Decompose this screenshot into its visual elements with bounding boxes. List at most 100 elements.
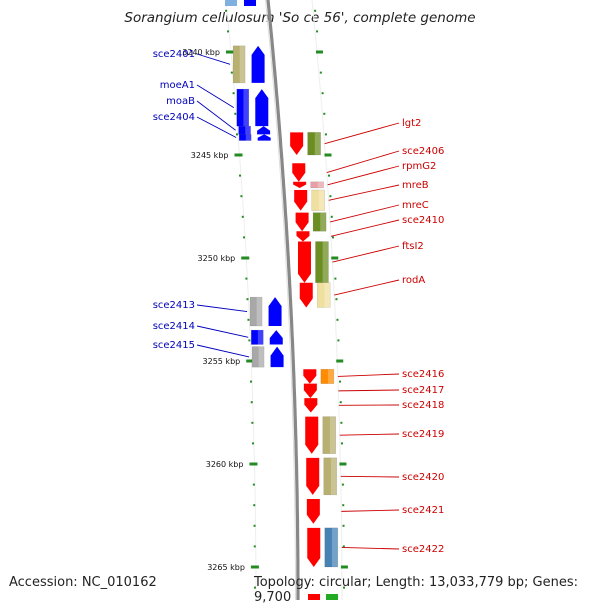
minor-tick	[314, 10, 316, 12]
gene-arrow-mreC[interactable]	[296, 213, 309, 232]
cog-box-rodA[interactable]	[317, 283, 330, 308]
gene-arrow-sce2419[interactable]	[305, 417, 318, 454]
leader-line	[342, 547, 399, 549]
cog-box-mreB[interactable]	[312, 190, 325, 211]
minor-tick	[243, 236, 245, 238]
gene-label-sce2418[interactable]: sce2418	[402, 400, 444, 411]
accession-text: Accession: NC_010162	[9, 575, 157, 590]
minor-tick	[240, 195, 242, 197]
minor-tick	[253, 484, 255, 486]
minor-tick	[322, 92, 324, 94]
cog-box-sce2401[interactable]	[233, 46, 245, 83]
major-tick	[316, 51, 323, 54]
leader-line	[341, 476, 399, 477]
cog-box-sce2413[interactable]	[250, 297, 262, 326]
cog-box-sce2416[interactable]	[321, 369, 334, 383]
gene-arrow-lgt2[interactable]	[290, 132, 303, 155]
minor-tick	[248, 339, 250, 341]
minor-tick	[332, 236, 334, 238]
major-tick	[226, 51, 234, 54]
minor-tick	[342, 484, 344, 486]
cog-box-sce2420[interactable]	[324, 458, 337, 495]
minor-tick	[334, 278, 336, 280]
leader-line	[329, 185, 399, 200]
gene-label-sce2406[interactable]: sce2406	[402, 146, 444, 157]
minor-tick	[251, 422, 253, 424]
major-tick	[324, 154, 331, 157]
major-tick	[249, 463, 257, 466]
gene-arrow-sce2418[interactable]	[304, 398, 317, 412]
gene-label-rpmG2[interactable]: rpmG2	[402, 161, 436, 172]
major-tick	[339, 463, 346, 466]
gene-label-sce2416[interactable]: sce2416	[402, 369, 444, 380]
gene-label-sce2421[interactable]: sce2421	[402, 505, 444, 516]
minor-tick	[323, 113, 325, 115]
gene-label-sce2420[interactable]: sce2420	[402, 472, 444, 483]
minor-tick	[250, 381, 252, 383]
gene-label-ftsI2[interactable]: ftsI2	[402, 241, 424, 252]
gene-arrow-sce2404[interactable]	[258, 134, 271, 140]
gene-label-mreB[interactable]: mreB	[402, 180, 429, 191]
cog-box-sce2419[interactable]	[323, 417, 336, 454]
cog-box-sce2422[interactable]	[325, 528, 338, 567]
gene-label-mreC[interactable]: mreC	[402, 200, 429, 211]
topology-text: Topology: circular; Length: 13,033,779 b…	[254, 575, 600, 605]
gene-arrow-ftsI2[interactable]	[298, 242, 311, 283]
cog-box-lgt2[interactable]	[308, 132, 321, 155]
minor-tick	[325, 133, 327, 135]
gene-label-sce2419[interactable]: sce2419	[402, 429, 444, 440]
gene-label-sce2401[interactable]: sce2401	[153, 49, 195, 60]
gene-label-lgt2[interactable]: lgt2	[402, 118, 421, 129]
gene-arrow-sce2401[interactable]	[252, 46, 265, 83]
gene-label-sce2417[interactable]: sce2417	[402, 385, 444, 396]
cog-box-moaB[interactable]	[239, 126, 251, 134]
gene-arrow-rodA[interactable]	[300, 283, 313, 308]
gene-arrow-sce2417[interactable]	[304, 384, 317, 398]
cog-box-sce2414[interactable]	[251, 330, 263, 344]
cog-box-sce2415[interactable]	[252, 347, 264, 368]
minor-tick	[239, 175, 241, 177]
cog-box-ftsI2[interactable]	[315, 242, 328, 283]
gene-arrow-sce2416[interactable]	[303, 369, 316, 383]
gene-arrow-rpmG2[interactable]	[293, 182, 306, 188]
minor-tick	[246, 298, 248, 300]
minor-tick	[340, 401, 342, 403]
gene-label-moaB[interactable]: moaB	[166, 96, 195, 107]
gene-arrow-sce2414[interactable]	[270, 330, 283, 344]
gene-arrow-sce2406[interactable]	[292, 163, 305, 182]
cog-box-mreC[interactable]	[313, 213, 326, 232]
minor-tick	[254, 545, 256, 547]
gene-label-moeA1[interactable]: moeA1	[160, 80, 195, 91]
gene-arrow-sce2415[interactable]	[271, 347, 284, 368]
cog-box-sce2404[interactable]	[239, 134, 251, 140]
leader-line	[331, 220, 399, 236]
minor-tick	[340, 422, 342, 424]
minor-tick	[342, 504, 344, 506]
gene-layer	[225, 0, 338, 600]
gene-arrow-sce2413[interactable]	[269, 297, 282, 326]
gene-arrow-mreB[interactable]	[294, 190, 307, 211]
leader-line	[197, 326, 248, 337]
gene-label-sce2404[interactable]: sce2404	[153, 112, 195, 123]
minor-tick	[252, 442, 254, 444]
gene-label-sce2422[interactable]: sce2422	[402, 544, 444, 555]
gene-label-sce2410[interactable]: sce2410	[402, 215, 444, 226]
gene-arrow-sce2410[interactable]	[296, 231, 309, 241]
minor-tick	[247, 319, 249, 321]
leader-line	[338, 374, 399, 376]
gene-label-sce2413[interactable]: sce2413	[153, 300, 195, 311]
cog-box-rpmG2[interactable]	[311, 182, 324, 188]
gene-arrow-sce2420[interactable]	[306, 458, 319, 495]
minor-tick	[233, 92, 235, 94]
partial-gene-top	[225, 0, 237, 6]
gene-label-sce2415[interactable]: sce2415	[153, 340, 195, 351]
gene-label-rodA[interactable]: rodA	[402, 275, 425, 286]
minor-tick	[225, 10, 227, 12]
gene-arrow-moaB[interactable]	[257, 126, 270, 134]
gene-arrow-sce2422[interactable]	[307, 528, 320, 567]
gene-label-sce2414[interactable]: sce2414	[153, 321, 195, 332]
minor-tick	[227, 30, 229, 32]
cog-box-moeA1[interactable]	[237, 89, 249, 126]
gene-arrow-sce2421[interactable]	[307, 499, 320, 524]
gene-arrow-moeA1[interactable]	[255, 89, 268, 126]
